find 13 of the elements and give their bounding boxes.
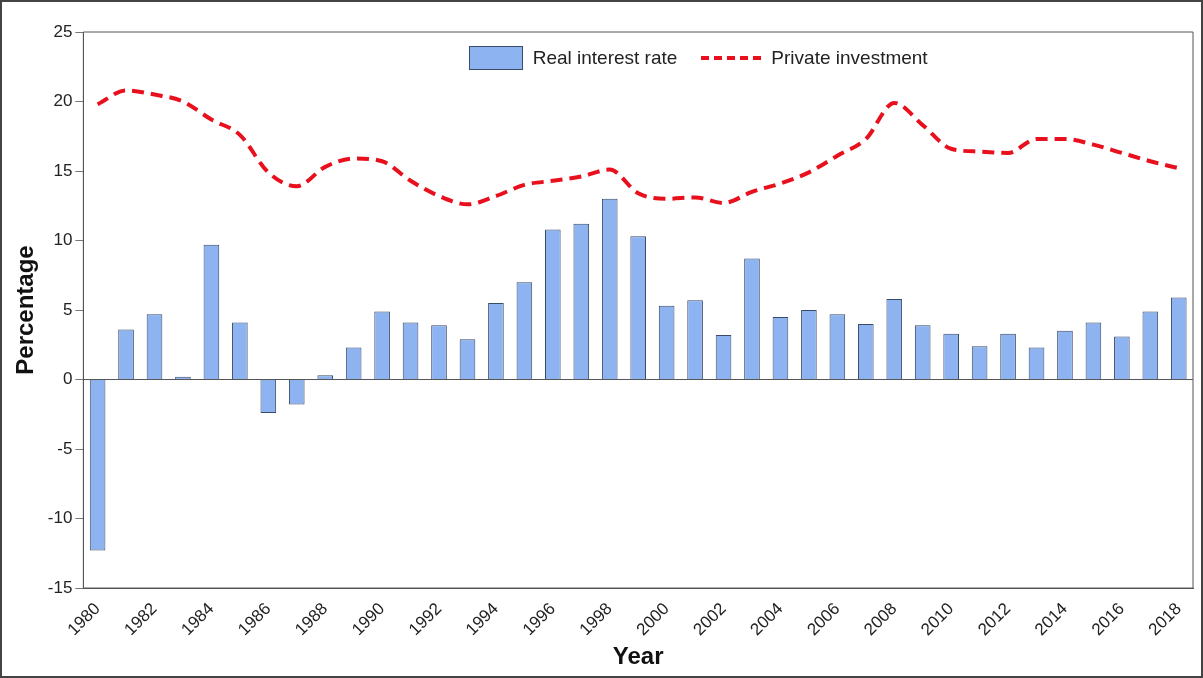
y-tick-label: 15 — [53, 160, 73, 180]
legend-label: Real interest rate — [532, 47, 678, 69]
y-tick-label: 0 — [62, 369, 73, 389]
y-tick-label: -5 — [57, 438, 73, 458]
y-tick-label: -15 — [47, 577, 73, 597]
y-tick-label: 25 — [53, 21, 73, 41]
y-axis-title: Percentage — [11, 245, 39, 375]
legend-label: Private investment — [771, 47, 928, 69]
y-tick-label: 5 — [62, 299, 73, 319]
y-tick-label: -10 — [47, 508, 73, 528]
y-tick-label: 10 — [53, 230, 73, 250]
x-axis-title: Year — [612, 642, 664, 670]
y-tick-label: 20 — [53, 91, 73, 111]
